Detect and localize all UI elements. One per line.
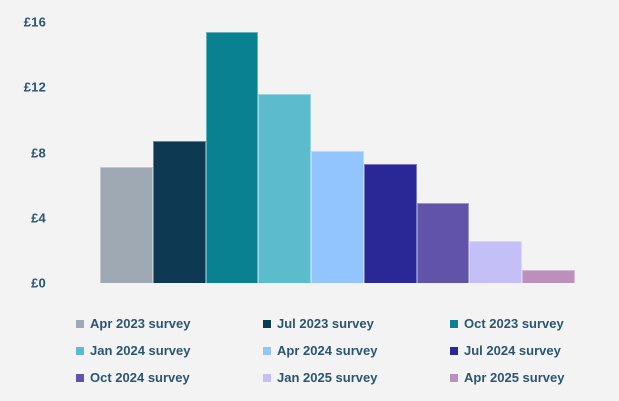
bar-jan-2025-survey[interactable] (469, 240, 523, 283)
legend-swatch-icon (450, 347, 458, 355)
legend-label: Jul 2023 survey (277, 316, 374, 331)
legend-swatch-icon (450, 374, 458, 382)
legend-item[interactable]: Apr 2024 survey (263, 344, 450, 358)
legend-item[interactable]: Jan 2024 survey (76, 344, 263, 358)
legend-label: Oct 2024 survey (90, 370, 190, 385)
legend-swatch-icon (263, 320, 271, 328)
legend-label: Jan 2024 survey (90, 343, 191, 358)
legend-item[interactable]: Apr 2025 survey (450, 371, 564, 385)
legend-label: Apr 2025 survey (464, 370, 565, 385)
legend-label: Oct 2023 survey (464, 316, 564, 331)
y-axis-tick-label: £4 (31, 210, 46, 226)
legend-swatch-icon (263, 374, 271, 382)
legend-item[interactable]: Jul 2024 survey (450, 344, 564, 358)
legend-swatch-icon (263, 347, 271, 355)
legend-item[interactable]: Apr 2023 survey (76, 317, 263, 331)
bar-apr-2024-survey[interactable] (311, 150, 364, 283)
legend-swatch-icon (450, 320, 458, 328)
y-axis-tick-label: £12 (23, 79, 46, 95)
legend-label: Jan 2025 survey (277, 370, 378, 385)
plot-area (100, 22, 576, 283)
legend-swatch-icon (76, 347, 84, 355)
y-axis-tick-label: £0 (31, 275, 46, 291)
bar-jul-2024-survey[interactable] (363, 163, 417, 283)
bar-jan-2024-survey[interactable] (258, 93, 312, 283)
legend-label: Apr 2024 survey (277, 343, 378, 358)
bar-apr-2025-survey[interactable] (522, 269, 576, 283)
bar-apr-2023-survey[interactable] (100, 167, 153, 283)
bar-jul-2023-survey[interactable] (152, 141, 206, 283)
bar-oct-2024-survey[interactable] (416, 203, 470, 283)
y-axis-tick-label: £16 (23, 14, 46, 30)
y-axis-tick-label: £8 (31, 145, 46, 160)
legend-item[interactable]: Jan 2025 survey (263, 371, 450, 385)
legend-label: Apr 2023 survey (90, 316, 191, 331)
legend-label: Jul 2024 survey (464, 343, 561, 358)
legend-swatch-icon (76, 320, 84, 328)
legend-swatch-icon (76, 374, 84, 382)
legend-item[interactable]: Jul 2023 survey (263, 317, 450, 331)
y-axis: £0 £4 £8 £12 £16 (0, 0, 46, 300)
legend: Apr 2023 survey Jul 2023 survey Oct 2023 s… (76, 317, 564, 385)
legend-item[interactable]: Oct 2023 survey (450, 317, 564, 331)
legend-item[interactable]: Oct 2024 survey (76, 371, 263, 385)
bar-oct-2023-survey[interactable] (205, 31, 259, 283)
